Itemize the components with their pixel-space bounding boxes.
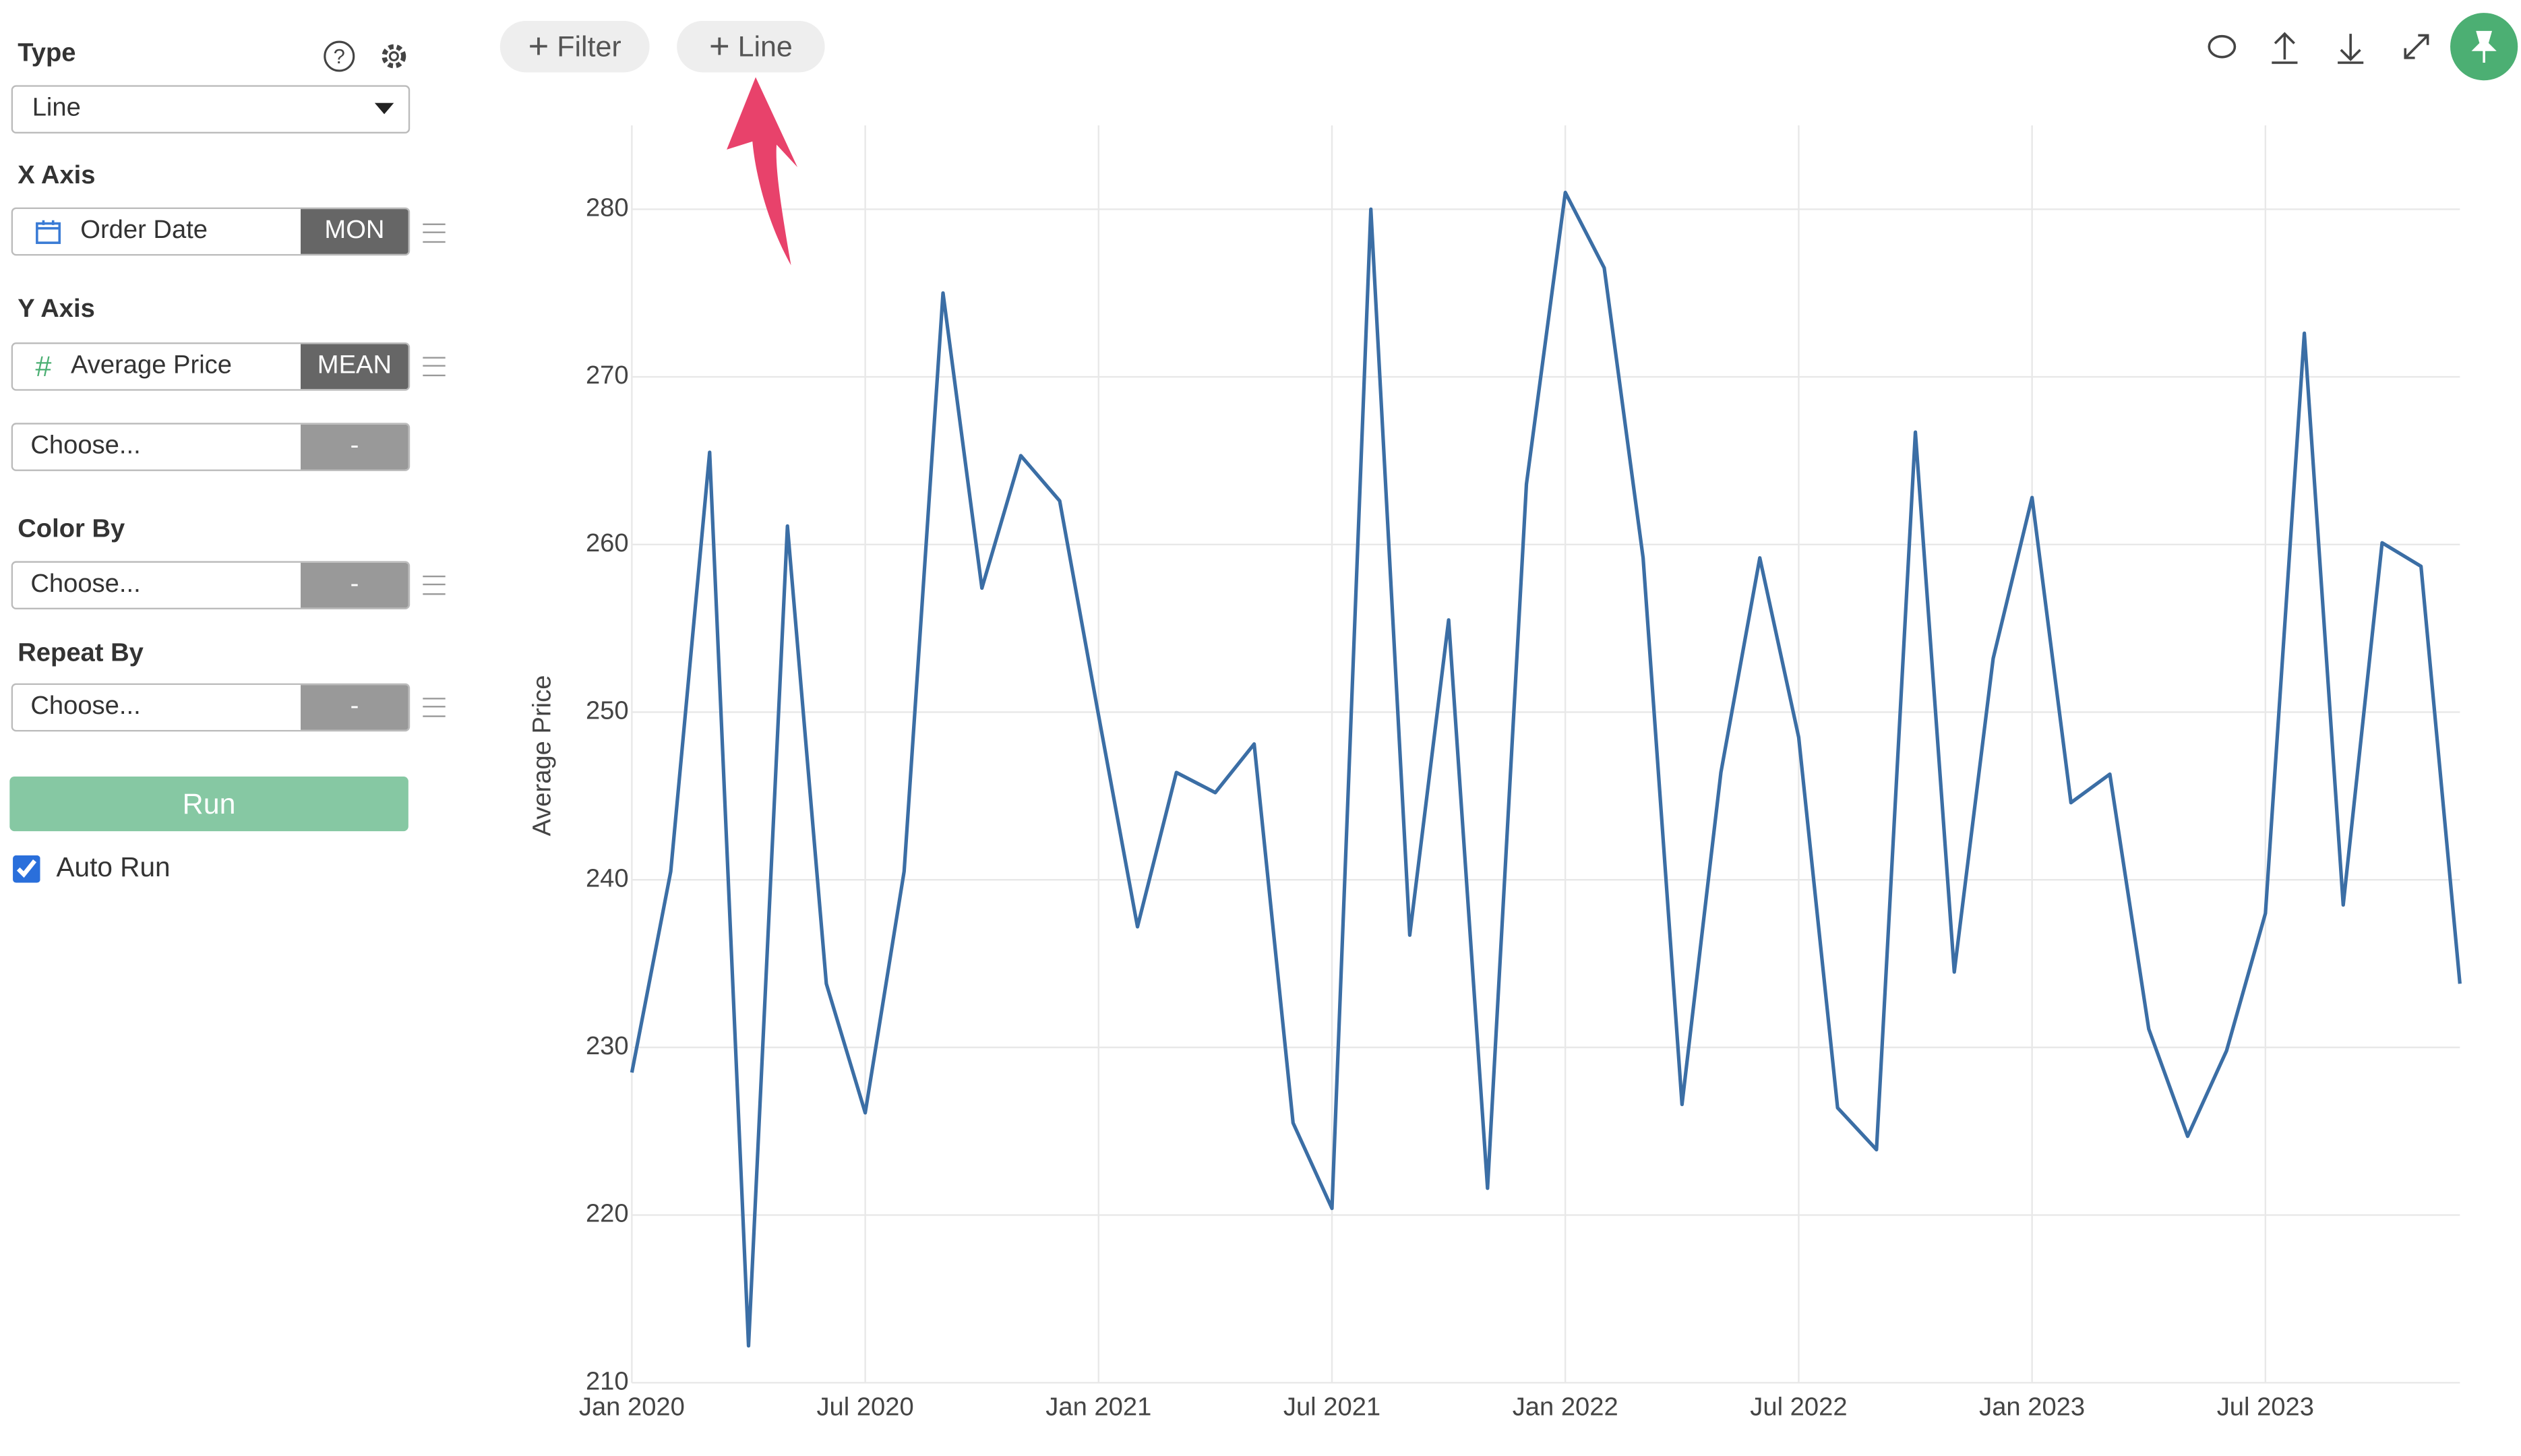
- menu-icon[interactable]: [423, 357, 446, 377]
- placeholder: Choose...: [13, 562, 301, 608]
- y-tick-label: 280: [586, 193, 629, 222]
- aggregation: -: [301, 424, 408, 470]
- repeat-by-field[interactable]: Choose... -: [11, 683, 411, 732]
- x-tick-label: Jul 2022: [1750, 1393, 1847, 1422]
- menu-icon[interactable]: [423, 698, 446, 717]
- y-axis-field[interactable]: # Average Price MEAN: [11, 342, 411, 391]
- field-name: Average Price: [70, 352, 232, 380]
- auto-run: Auto Run: [11, 852, 171, 884]
- checkbox-label: Auto Run: [56, 852, 171, 883]
- calendar-icon: [36, 220, 61, 244]
- x-tick-label: Jan 2022: [1513, 1393, 1618, 1422]
- x-tick-label: Jul 2023: [2217, 1393, 2314, 1422]
- x-tick-label: Jan 2023: [1979, 1393, 2085, 1422]
- aggregation: -: [301, 562, 408, 608]
- aggregation[interactable]: MON: [301, 209, 408, 254]
- y-tick-label: 240: [586, 863, 629, 892]
- y-tick-label: 260: [586, 528, 629, 557]
- x-axis-field[interactable]: Order Date MON: [11, 207, 411, 256]
- placeholder: Choose...: [13, 424, 301, 470]
- type-select[interactable]: Line: [11, 85, 411, 133]
- color-by-field[interactable]: Choose... -: [11, 561, 411, 609]
- menu-icon[interactable]: [423, 223, 446, 243]
- run-button[interactable]: Run: [9, 777, 408, 832]
- button-label: Line: [737, 30, 793, 62]
- x-tick-label: Jan 2021: [1045, 1393, 1151, 1422]
- placeholder: Choose...: [13, 685, 301, 730]
- toolbar-icons: [2208, 32, 2429, 64]
- svg-text:?: ?: [334, 44, 345, 68]
- y-tick-label: 230: [586, 1031, 629, 1060]
- pin-icon: [2471, 30, 2497, 63]
- section-label: Repeat By: [18, 640, 144, 667]
- section-label: X Axis: [18, 162, 96, 190]
- y-tick-label: 220: [586, 1199, 629, 1228]
- y-tick-label: 250: [586, 696, 629, 725]
- x-tick-label: Jan 2020: [579, 1393, 685, 1422]
- select-value: Line: [13, 86, 361, 132]
- button-label: Filter: [557, 30, 621, 62]
- section-label: Type: [18, 40, 76, 68]
- help-settings-icons: ?: [324, 40, 406, 72]
- aggregation[interactable]: MEAN: [301, 344, 408, 390]
- menu-icon[interactable]: [423, 575, 446, 595]
- y-axis-extra-field[interactable]: Choose... -: [11, 423, 411, 471]
- add-line-button[interactable]: + Line: [677, 21, 825, 73]
- annotation-arrow: [727, 77, 798, 266]
- x-tick-label: Jul 2021: [1283, 1393, 1380, 1422]
- line: [630, 190, 2462, 1348]
- x-tick-label: Jul 2020: [816, 1393, 913, 1422]
- y-tick-label: 210: [586, 1366, 629, 1395]
- y-tick-label: 270: [586, 361, 629, 390]
- caret: [374, 102, 394, 115]
- add-filter-button[interactable]: + Filter: [499, 21, 650, 73]
- section-label: Color By: [18, 516, 125, 544]
- aggregation: -: [301, 685, 408, 730]
- section-label: Y Axis: [18, 295, 95, 324]
- auto-run-checkbox[interactable]: [13, 854, 40, 882]
- field-name: Order Date: [80, 217, 208, 245]
- y-axis-title: Average Price: [527, 675, 556, 837]
